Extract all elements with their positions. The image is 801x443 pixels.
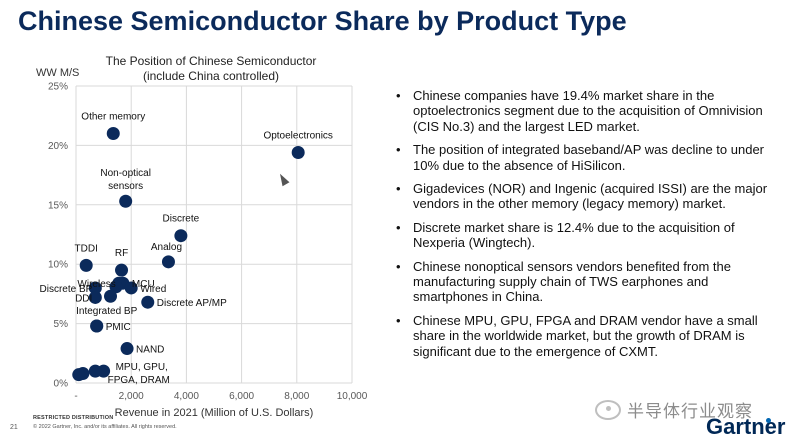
point-label: Discrete	[163, 214, 200, 225]
data-point	[88, 290, 102, 304]
data-point	[88, 364, 102, 378]
page-number: 21	[10, 424, 18, 431]
point-label: RF	[115, 248, 128, 259]
data-point	[90, 319, 104, 333]
y-tick-label: 25%	[48, 82, 68, 93]
point-label: TDDI	[75, 243, 98, 254]
data-point	[174, 229, 188, 243]
chart-title: The Position of Chinese Semiconductor (i…	[100, 54, 322, 84]
point-label: Analog	[151, 242, 182, 253]
data-point	[104, 289, 117, 303]
bullet-item: Discrete market share is 12.4% due to th…	[394, 220, 774, 251]
data-point	[79, 258, 93, 272]
point-label: sensors	[108, 181, 143, 192]
x-tick-label: 6,000	[229, 391, 254, 402]
point-label: MPU, GPU,	[116, 362, 168, 373]
point-label: FPGA, DRAM	[108, 375, 170, 386]
chart-title-line1: The Position of Chinese Semiconductor	[105, 54, 317, 68]
x-tick-label: 4,000	[174, 391, 199, 402]
bullet-item: Gigadevices (NOR) and Ingenic (acquired …	[394, 181, 774, 212]
restricted-label: RESTRICTED DISTRIBUTION	[33, 415, 114, 421]
bullet-list: Chinese companies have 19.4% market shar…	[394, 88, 774, 367]
x-tick-label: 8,000	[284, 391, 309, 402]
watermark: 半导体行业观察	[595, 397, 753, 422]
point-label: Wired	[140, 284, 166, 295]
point-label: DDI	[75, 293, 92, 304]
data-point	[120, 342, 134, 356]
x-tick-label: -	[74, 391, 77, 402]
point-label: MCU	[132, 279, 155, 290]
copyright-text: © 2022 Gartner, Inc. and/or its affiliat…	[33, 424, 177, 430]
data-point	[109, 280, 123, 294]
y-axis-label: WW M/S	[36, 67, 79, 79]
y-tick-label: 5%	[54, 319, 69, 330]
watermark-text: 半导体行业观察	[627, 402, 753, 421]
point-label: Other memory	[81, 112, 145, 123]
bullet-item: The position of integrated baseband/AP w…	[394, 142, 774, 173]
point-label: Integrated BP	[76, 306, 137, 317]
wechat-icon	[595, 399, 621, 420]
point-label: Optoelectronics	[263, 131, 332, 142]
bullet-item: Chinese MPU, GPU, FPGA and DRAM vendor h…	[394, 313, 774, 359]
bullet-item: Chinese companies have 19.4% market shar…	[394, 88, 774, 134]
y-tick-label: 10%	[48, 260, 68, 271]
logo-dot-icon	[766, 418, 771, 423]
data-point	[119, 194, 133, 208]
gartner-logo: Gartner	[706, 414, 786, 439]
point-label: Wireless	[77, 279, 115, 290]
data-point	[291, 146, 305, 160]
data-point	[141, 295, 155, 309]
y-tick-label: 20%	[48, 141, 68, 152]
data-point	[115, 263, 129, 277]
y-tick-label: 15%	[48, 200, 68, 211]
point-label: NAND	[136, 345, 164, 356]
chart-title-line2: (include China controlled)	[142, 69, 280, 83]
data-point	[124, 281, 138, 295]
x-tick-label: 10,000	[337, 391, 368, 402]
point-label: Discrete AP/MP	[157, 298, 227, 309]
slide-title: Chinese Semiconductor Share by Product T…	[18, 6, 627, 36]
data-point	[88, 281, 102, 295]
y-tick-label: 0%	[54, 379, 69, 390]
x-axis-label: Revenue in 2021 (Million of U.S. Dollars…	[115, 407, 314, 419]
bullet-item: Chinese nonoptical sensors vendors benef…	[394, 259, 774, 305]
x-tick-label: 2,000	[119, 391, 144, 402]
data-point	[161, 255, 175, 269]
data-point	[72, 368, 86, 382]
point-label: Discrete BP	[40, 284, 93, 295]
point-label: Non-optical	[100, 168, 151, 179]
data-point	[106, 127, 120, 141]
point-label: PMIC	[106, 322, 131, 333]
